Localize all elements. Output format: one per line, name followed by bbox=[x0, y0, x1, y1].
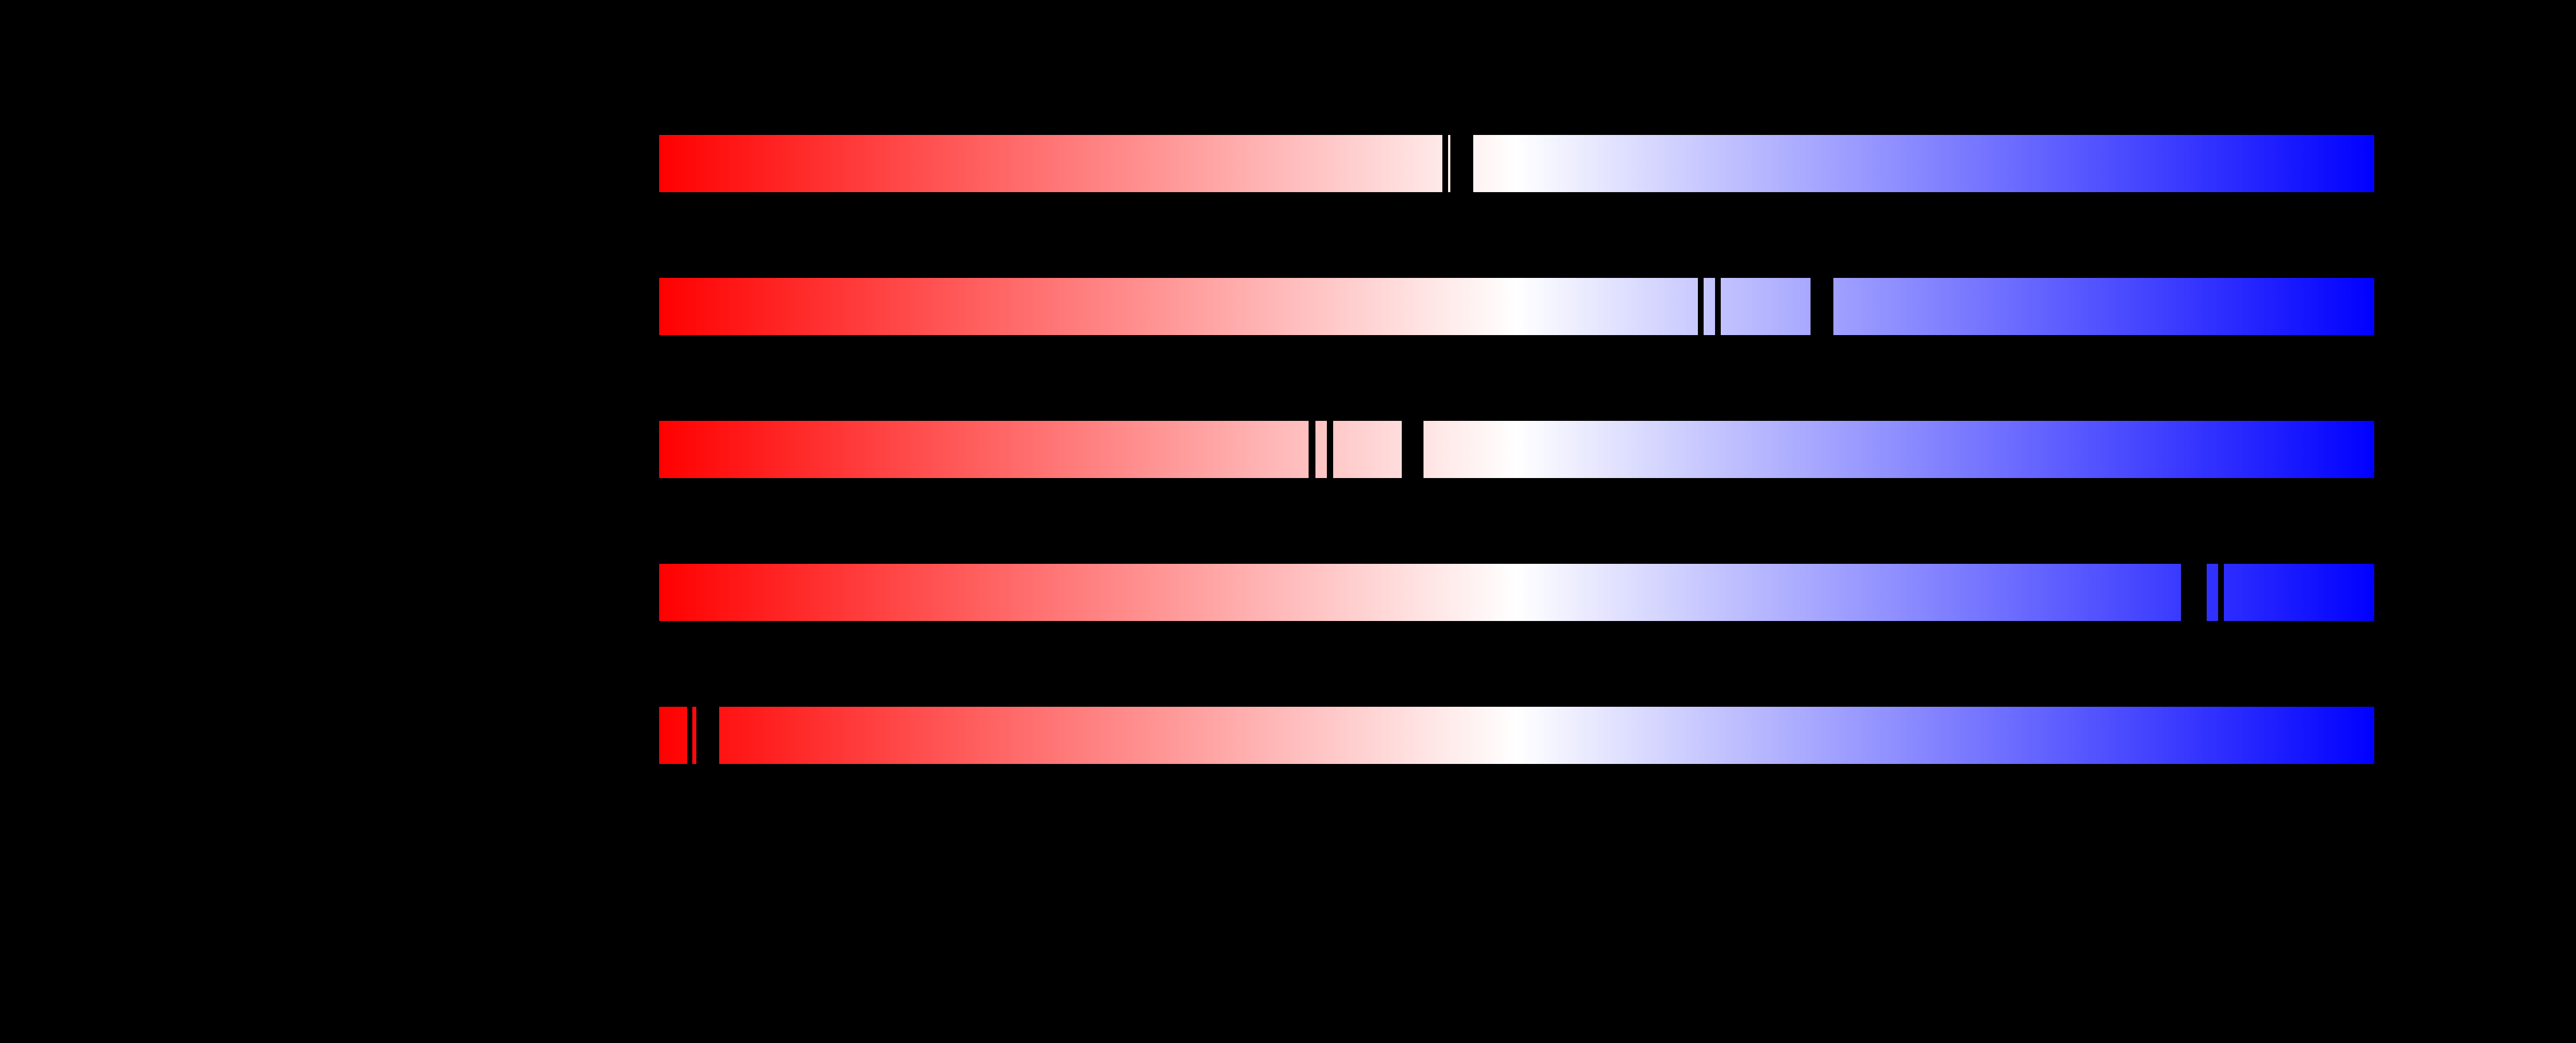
gradient-bar-1 bbox=[659, 135, 2374, 192]
bar-marker-thick-gap bbox=[696, 707, 719, 764]
bar-marker-thin-line bbox=[1309, 421, 1315, 478]
bar-marker-thin-line bbox=[2218, 564, 2224, 621]
gradient-bar-5 bbox=[659, 707, 2374, 764]
bar-marker-thin-line bbox=[1715, 278, 1721, 335]
bar-marker-thin-line bbox=[1698, 278, 1704, 335]
gradient-bar-4 bbox=[659, 564, 2374, 621]
gradient-bar-3 bbox=[659, 421, 2374, 478]
bar-marker-thick-gap bbox=[1450, 135, 1473, 192]
bar-marker-thick-gap bbox=[2181, 564, 2207, 621]
bar-marker-thin-line bbox=[687, 707, 692, 764]
bar-marker-thick-gap bbox=[1811, 278, 1833, 335]
bar-marker-thin-line bbox=[1327, 421, 1333, 478]
bar-marker-thin-line bbox=[1442, 135, 1448, 192]
bar-marker-thick-gap bbox=[1402, 421, 1423, 478]
gradient-bar-2 bbox=[659, 278, 2374, 335]
